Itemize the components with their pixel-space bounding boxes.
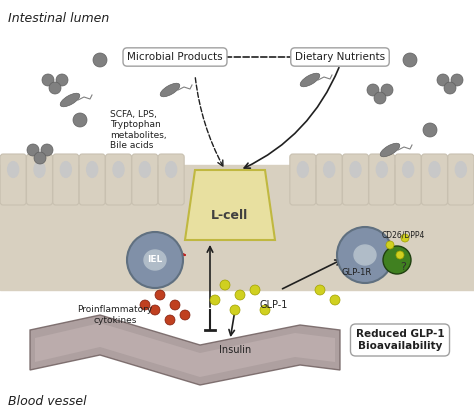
Ellipse shape [34, 162, 45, 178]
Circle shape [170, 300, 180, 310]
Text: Proinflammatory
cytokines: Proinflammatory cytokines [77, 305, 153, 325]
Text: IEL: IEL [147, 255, 163, 265]
Ellipse shape [165, 162, 177, 178]
Ellipse shape [139, 162, 150, 178]
Ellipse shape [402, 162, 414, 178]
Circle shape [180, 310, 190, 320]
Circle shape [27, 144, 39, 156]
Circle shape [423, 123, 437, 137]
Circle shape [235, 290, 245, 300]
FancyBboxPatch shape [343, 154, 368, 205]
Text: L-cell: L-cell [211, 208, 249, 222]
FancyBboxPatch shape [369, 154, 395, 205]
Bar [0, 165, 474, 290]
Text: CD26/DPP4: CD26/DPP4 [381, 230, 425, 239]
Circle shape [396, 251, 404, 259]
FancyBboxPatch shape [158, 154, 184, 205]
Polygon shape [35, 323, 335, 377]
Circle shape [41, 144, 53, 156]
Ellipse shape [8, 162, 18, 178]
Circle shape [374, 92, 386, 104]
Ellipse shape [376, 162, 387, 178]
Text: SCFA, LPS,
Tryptophan
metabolites,
Bile acids: SCFA, LPS, Tryptophan metabolites, Bile … [110, 110, 167, 150]
Ellipse shape [60, 162, 71, 178]
Circle shape [93, 53, 107, 67]
Circle shape [127, 232, 183, 288]
Circle shape [260, 305, 270, 315]
FancyBboxPatch shape [106, 154, 131, 205]
Circle shape [315, 285, 325, 295]
Circle shape [367, 84, 379, 96]
Circle shape [56, 74, 68, 86]
Circle shape [381, 84, 393, 96]
Text: Microbial Products: Microbial Products [127, 52, 223, 62]
FancyBboxPatch shape [0, 154, 26, 205]
Ellipse shape [429, 162, 440, 178]
Ellipse shape [354, 245, 376, 265]
Polygon shape [185, 170, 275, 240]
Circle shape [330, 295, 340, 305]
Ellipse shape [160, 83, 180, 97]
Text: Intestinal lumen: Intestinal lumen [8, 12, 109, 25]
Circle shape [34, 152, 46, 164]
FancyBboxPatch shape [132, 154, 158, 205]
Ellipse shape [350, 162, 361, 178]
Circle shape [383, 246, 411, 274]
Circle shape [42, 74, 54, 86]
Ellipse shape [60, 93, 80, 107]
FancyBboxPatch shape [421, 154, 447, 205]
Circle shape [230, 305, 240, 315]
FancyBboxPatch shape [448, 154, 474, 205]
Circle shape [140, 300, 150, 310]
FancyBboxPatch shape [27, 154, 53, 205]
Polygon shape [30, 315, 340, 385]
Text: GLP-1: GLP-1 [260, 300, 288, 310]
Circle shape [444, 82, 456, 94]
Circle shape [220, 280, 230, 290]
Circle shape [401, 234, 409, 242]
Circle shape [155, 290, 165, 300]
FancyBboxPatch shape [79, 154, 105, 205]
Circle shape [437, 74, 449, 86]
Circle shape [150, 305, 160, 315]
Text: ?: ? [400, 262, 406, 272]
Ellipse shape [456, 162, 466, 178]
Ellipse shape [113, 162, 124, 178]
Text: GLP-1R: GLP-1R [342, 268, 372, 277]
Ellipse shape [300, 73, 320, 87]
FancyBboxPatch shape [290, 154, 316, 205]
Ellipse shape [297, 162, 308, 178]
Ellipse shape [380, 143, 400, 157]
FancyBboxPatch shape [395, 154, 421, 205]
Circle shape [210, 295, 220, 305]
Circle shape [403, 53, 417, 67]
Ellipse shape [324, 162, 335, 178]
Circle shape [386, 241, 394, 249]
Circle shape [250, 285, 260, 295]
Text: Dietary Nutrients: Dietary Nutrients [295, 52, 385, 62]
Circle shape [73, 113, 87, 127]
Text: Insulin: Insulin [219, 345, 251, 355]
FancyBboxPatch shape [53, 154, 79, 205]
Ellipse shape [87, 162, 98, 178]
Circle shape [337, 227, 393, 283]
Circle shape [165, 315, 175, 325]
Text: Blood vessel: Blood vessel [8, 395, 87, 408]
Text: Reduced GLP-1
Bioavailability: Reduced GLP-1 Bioavailability [356, 329, 444, 351]
Circle shape [451, 74, 463, 86]
Ellipse shape [144, 250, 166, 270]
FancyBboxPatch shape [316, 154, 342, 205]
Circle shape [49, 82, 61, 94]
